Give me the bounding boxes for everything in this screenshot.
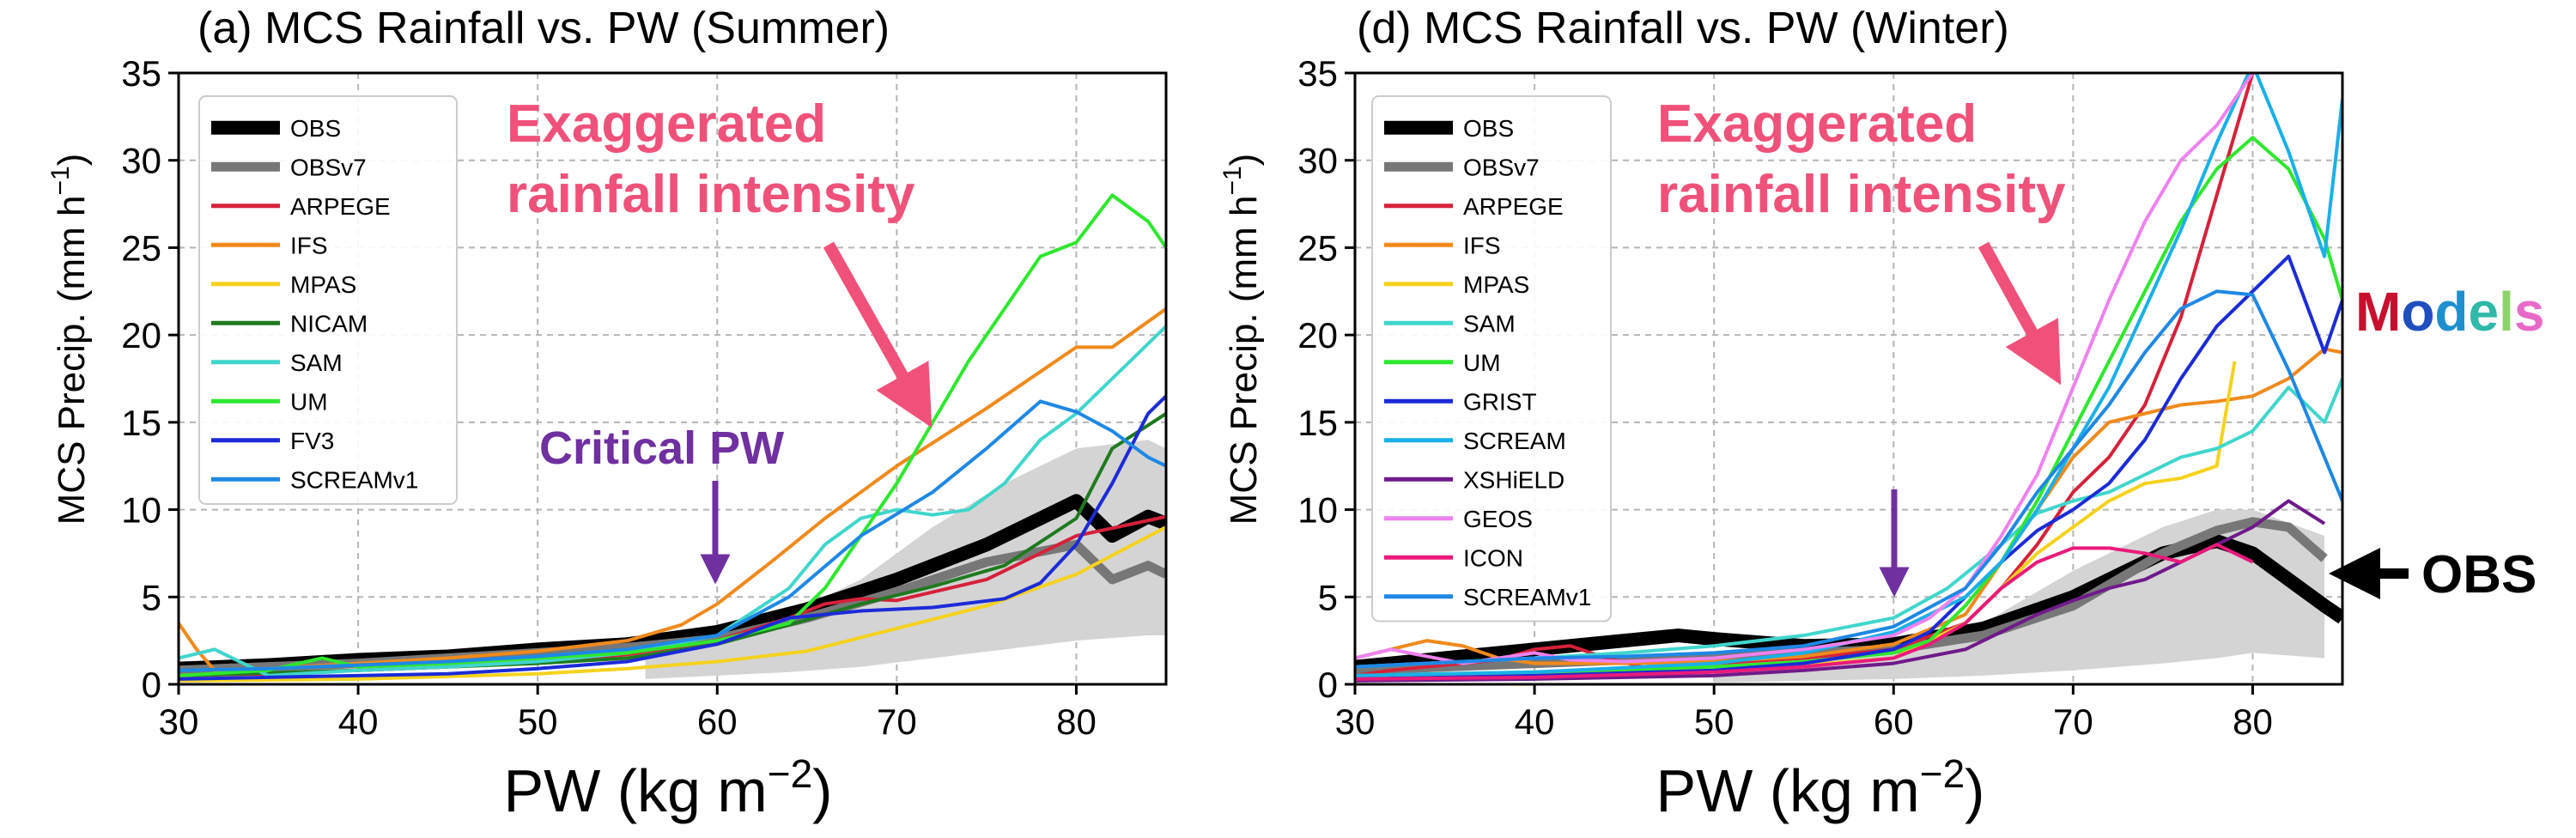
chart-title: (d) MCS Rainfall vs. PW (Winter) <box>1357 3 2009 53</box>
x-tick-label: 50 <box>518 701 558 742</box>
legend-label: IFS <box>290 232 328 258</box>
legend: OBS OBSv7 ARPEGE IFS MPAS NICAM SAM UM FV3 SCREAM… <box>198 95 458 505</box>
ticks: 30 40 50 60 70 80 0 5 10 15 20 25 30 35 <box>121 53 1097 742</box>
legend-label: OBS <box>1463 115 1514 142</box>
y-tick-label: 0 <box>1318 665 1338 705</box>
y-axis-label: MCS Precip. (mm h−1) <box>1218 154 1265 525</box>
series-line-grist <box>1355 254 2342 681</box>
svg-text:Exaggerated: Exaggerated <box>507 94 826 154</box>
series-line-fv3 <box>179 394 1166 681</box>
x-tick-label: 30 <box>1335 701 1376 742</box>
annotation-arrow <box>823 241 933 428</box>
svg-text:Exaggerated: Exaggerated <box>1657 94 1977 154</box>
legend-label: SCREAMv1 <box>290 466 418 493</box>
x-axis-label: PW (kg m−2) <box>504 751 833 824</box>
obs-label: OBS <box>2421 545 2537 604</box>
y-tick-label: 20 <box>1297 315 1338 355</box>
series-line-xshield <box>1355 499 2326 683</box>
legend-label: OBSv7 <box>1463 154 1540 180</box>
y-tick-label: 30 <box>121 141 161 181</box>
y-tick-label: 15 <box>1297 403 1338 443</box>
panel-summer: (a) MCS Rainfall vs. PW (Summer) 30 40 50 6… <box>46 3 1168 824</box>
legend-label: UM <box>1463 349 1501 376</box>
legend-label: UM <box>290 388 328 415</box>
gridlines <box>179 73 1166 684</box>
svg-text:MCS Precip. (mm h−1): MCS Precip. (mm h−1) <box>46 154 93 525</box>
legend-label: SAM <box>290 349 343 376</box>
series-line-ifs <box>1355 347 2342 665</box>
plot-area: 30 40 50 60 70 80 0 5 10 15 20 25 30 35 OBS OBSv7 ARPEGE… <box>121 53 1168 742</box>
x-tick-label: 60 <box>697 701 738 742</box>
series-line-um <box>1355 136 2342 677</box>
series-line-sam <box>1355 378 2342 669</box>
annotation-exaggerated: Exaggerated rainfall intensity <box>1657 94 2066 386</box>
legend-label: ICON <box>1463 544 1523 571</box>
axes-frame <box>1353 71 2344 686</box>
obs-callout: OBS <box>2329 545 2537 604</box>
models-label: Models <box>2355 281 2544 343</box>
y-tick-label: 10 <box>121 490 161 531</box>
y-tick-label: 25 <box>121 228 161 268</box>
legend-label: GEOS <box>1463 506 1533 532</box>
annotation-critical-pw: Critical PW <box>539 422 784 585</box>
series-line-screamv1 <box>179 399 1166 672</box>
svg-text:rainfall intensity: rainfall intensity <box>507 165 915 224</box>
legend-label: OBS <box>290 115 341 142</box>
legend: OBS OBSv7 ARPEGE IFS MPAS SAM UM GRIST SCREAM XSH… <box>1371 95 1612 622</box>
axes-frame <box>177 71 1168 686</box>
legend-label: OBSv7 <box>290 154 367 180</box>
svg-text:rainfall intensity: rainfall intensity <box>1657 165 2066 224</box>
x-tick-label: 50 <box>1694 701 1735 742</box>
x-axis-label: PW (kg m−2) <box>1656 751 1985 824</box>
y-tick-label: 5 <box>142 577 161 617</box>
svg-text:Critical PW: Critical PW <box>539 422 784 474</box>
annotation-arrow <box>1978 241 2062 386</box>
series-line-icon <box>1355 543 2254 681</box>
plot-area: 30 40 50 60 70 80 0 5 10 15 20 25 30 35 OBS OBSv7 ARPEGE… <box>1297 53 2344 742</box>
gridlines <box>1355 73 2342 684</box>
annotation-exaggerated: Exaggerated rainfall intensity <box>507 94 933 428</box>
ticks: 30 40 50 60 70 80 0 5 10 15 20 25 30 35 <box>1297 53 2273 742</box>
x-tick-label: 40 <box>1515 701 1555 742</box>
legend-label: XSHiELD <box>1463 466 1564 493</box>
x-tick-label: 30 <box>159 701 199 742</box>
series-line-mpas <box>179 525 1166 683</box>
panel-winter: (d) MCS Rainfall vs. PW (Winter) 30 40 50 6… <box>1218 3 2544 824</box>
legend-label: GRIST <box>1463 388 1537 415</box>
y-tick-label: 20 <box>121 315 161 355</box>
y-tick-label: 5 <box>1318 577 1338 617</box>
y-tick-label: 25 <box>1297 228 1338 268</box>
x-tick-label: 40 <box>338 701 379 742</box>
legend-label: SAM <box>1463 310 1516 337</box>
x-tick-label: 60 <box>1874 701 1914 742</box>
y-tick-label: 10 <box>1297 490 1338 531</box>
series-line-screamv1 <box>1355 289 2342 669</box>
chart-title: (a) MCS Rainfall vs. PW (Summer) <box>197 3 890 53</box>
y-tick-label: 35 <box>121 53 161 94</box>
x-tick-label: 70 <box>2053 701 2093 742</box>
legend-label: SCREAM <box>1463 428 1566 454</box>
y-tick-label: 30 <box>1297 141 1338 181</box>
legend-label: MPAS <box>1463 271 1529 298</box>
legend-label: IFS <box>1463 232 1501 258</box>
legend-label: ARPEGE <box>1463 193 1564 220</box>
x-tick-label: 80 <box>1056 701 1097 742</box>
x-tick-label: 70 <box>877 701 917 742</box>
legend-label: FV3 <box>290 428 334 454</box>
y-axis-label: MCS Precip. (mm h−1) <box>46 154 93 525</box>
svg-text:MCS Precip. (mm h−1): MCS Precip. (mm h−1) <box>1218 154 1265 525</box>
y-tick-label: 35 <box>1297 53 1338 94</box>
series-line-um <box>179 193 1166 677</box>
y-tick-label: 15 <box>121 403 161 443</box>
legend-label: MPAS <box>290 271 356 298</box>
x-tick-label: 80 <box>2233 701 2273 742</box>
y-tick-label: 0 <box>142 665 161 705</box>
legend-label: ARPEGE <box>290 193 391 220</box>
legend-label: SCREAMv1 <box>1463 584 1591 610</box>
series-line-sam <box>179 325 1166 677</box>
legend-label: NICAM <box>290 310 368 337</box>
legend-box <box>1371 95 1612 622</box>
